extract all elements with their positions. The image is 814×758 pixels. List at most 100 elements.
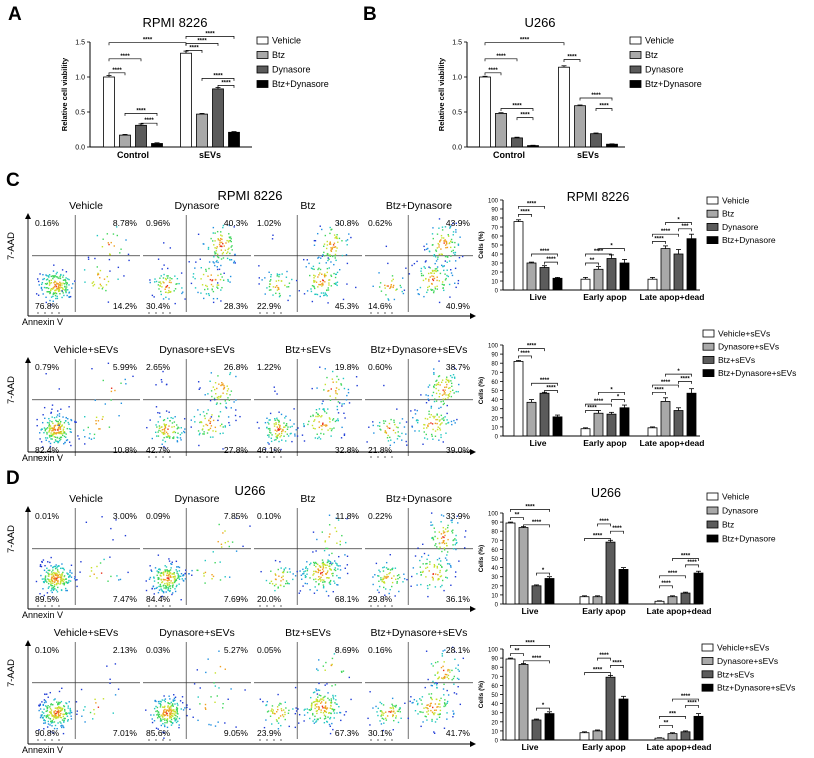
event-dot: [91, 282, 94, 284]
event-dot: [220, 249, 223, 251]
event-dot: [76, 585, 78, 588]
event-dot: [278, 704, 280, 706]
event-dot: [448, 387, 450, 390]
event-dot: [397, 721, 400, 724]
event-dot: [445, 241, 447, 243]
event-dot: [279, 425, 281, 427]
event-dot: [391, 697, 394, 700]
event-dot: [44, 720, 46, 722]
event-dot: [48, 284, 51, 286]
bar: [511, 137, 523, 148]
event-dot: [194, 277, 196, 280]
event-dot: [102, 698, 105, 700]
event-dot: [336, 542, 338, 544]
plot-area: [32, 215, 140, 312]
sample-label: Dynasore: [175, 200, 220, 212]
quadrant-upper-right: 3.00%: [113, 511, 138, 521]
event-dot: [276, 289, 279, 291]
event-dot: [63, 432, 66, 434]
sample-label: Btz+sEVs: [285, 627, 331, 639]
event-dot: [159, 718, 162, 720]
event-dot: [387, 575, 389, 578]
event-dot: [436, 266, 439, 268]
event-dot: [324, 684, 326, 686]
event-dot: [60, 589, 63, 592]
event-dot: [163, 695, 165, 697]
event-dot: [119, 252, 121, 254]
event-dot: [66, 289, 69, 291]
event-dot: [379, 571, 381, 573]
event-dot: [221, 276, 223, 278]
event-dot: [335, 699, 337, 701]
event-dot: [56, 574, 58, 577]
event-dot: [44, 437, 47, 439]
event-dot: [227, 397, 229, 399]
event-dot: [326, 240, 328, 243]
event-dot: [275, 711, 278, 713]
event-dot: [328, 417, 331, 419]
event-dot: [81, 715, 83, 717]
significance-label: ****: [143, 38, 153, 44]
event-dot: [173, 425, 175, 428]
event-dot: [434, 535, 436, 538]
bar: [693, 572, 704, 605]
event-dot: [416, 573, 418, 575]
event-dot: [258, 265, 260, 267]
event-dot: [106, 665, 108, 667]
event-dot: [338, 268, 341, 271]
event-dot: [432, 428, 434, 431]
sample-label: Btz+sEVs: [285, 344, 331, 356]
event-dot: [40, 714, 42, 716]
event-dot: [387, 285, 389, 287]
event-dot: [310, 696, 312, 699]
event-dot: [49, 282, 51, 285]
event-dot: [268, 271, 270, 273]
event-dot: [373, 432, 375, 434]
event-dot: [184, 298, 186, 300]
event-dot: [443, 547, 446, 549]
event-dot: [309, 709, 311, 712]
event-dot: [64, 289, 66, 291]
event-dot: [328, 723, 331, 726]
event-dot: [49, 428, 51, 430]
event-dot: [446, 379, 449, 382]
event-dot: [368, 426, 370, 428]
event-dot: [65, 271, 68, 273]
event-dot: [193, 683, 196, 685]
significance-bracket: [544, 261, 558, 265]
event-dot: [335, 392, 337, 394]
event-dot: [176, 706, 178, 709]
event-dot: [385, 711, 387, 713]
event-dot: [42, 588, 44, 590]
event-dot: [284, 567, 287, 569]
event-dot: [313, 279, 315, 282]
quadrant-upper-left: 0.10%: [257, 511, 282, 521]
event-dot: [161, 381, 163, 383]
significance-label: *: [542, 703, 545, 709]
event-dot: [449, 374, 452, 377]
event-dot: [431, 537, 433, 539]
event-dot: [440, 566, 443, 568]
event-dot: [50, 584, 52, 587]
event-dot: [75, 701, 78, 703]
event-dot: [446, 404, 448, 407]
event-dot: [274, 429, 277, 431]
x-arrow-head: [470, 449, 476, 455]
significance-bracket: [500, 108, 534, 111]
legend-swatch: [702, 355, 715, 364]
category-label: Early apop: [582, 606, 625, 616]
event-dot: [292, 708, 294, 710]
event-dot: [170, 576, 172, 578]
event-dot: [442, 400, 445, 402]
event-dot: [322, 422, 324, 424]
event-dot: [380, 715, 382, 717]
event-dot: [132, 375, 134, 378]
event-dot: [207, 293, 210, 295]
event-dot: [445, 703, 447, 705]
event-dot: [96, 274, 99, 276]
event-dot: [219, 665, 222, 668]
event-dot: [212, 232, 214, 234]
event-dot: [334, 527, 336, 529]
event-dot: [376, 589, 379, 591]
event-dot: [434, 531, 436, 533]
